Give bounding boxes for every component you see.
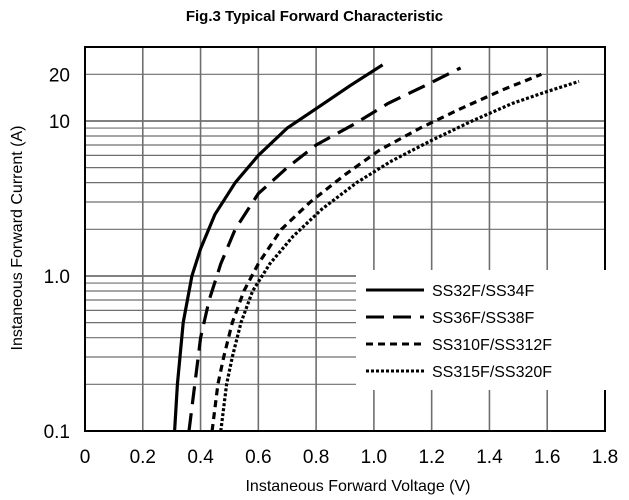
- legend-label-4: SS315F/SS320F: [432, 364, 552, 381]
- y-tick-label: 1.0: [44, 267, 70, 288]
- series-group: [173, 63, 580, 432]
- chart-title: Fig.3 Typical Forward Characteristic: [185, 8, 444, 25]
- x-tick-label: 1.4: [476, 447, 503, 468]
- legend-label-3: SS310F/SS312F: [432, 337, 552, 354]
- x-tick-label: 0.4: [187, 447, 214, 468]
- y-axis-ticks: 0.1 1.0 10 20: [44, 65, 70, 443]
- y-tick-label: 0.1: [44, 422, 70, 443]
- y-tick-label: 20: [49, 65, 70, 86]
- series-line-2: [187, 66, 462, 432]
- x-tick-label: 1.2: [418, 447, 444, 468]
- y-axis-title: Instaneous Forward Current (A): [9, 126, 26, 351]
- x-tick-label: 0: [80, 447, 91, 468]
- series-line-1: [173, 63, 384, 432]
- x-tick-label: 0.2: [130, 447, 156, 468]
- plot-frame: [84, 46, 606, 432]
- x-tick-label: 0.8: [303, 447, 329, 468]
- legend-label-2: SS36F/SS38F: [432, 310, 535, 327]
- x-tick-label: 1.6: [534, 447, 560, 468]
- series-line-3: [210, 72, 542, 432]
- x-tick-label: 1.0: [361, 447, 387, 468]
- legend: SS32F/SS34F SS36F/SS38F SS310F/SS312F SS315…: [356, 270, 606, 390]
- legend-label-1: SS32F/SS34F: [432, 283, 535, 300]
- series-line-4: [219, 79, 580, 432]
- y-tick-label: 10: [49, 112, 70, 133]
- x-axis-title: Instaneous Forward Voltage (V): [245, 478, 470, 495]
- x-tick-label: 1.8: [592, 447, 618, 468]
- x-axis-ticks: 0 0.2 0.4 0.6 0.8 1.0 1.2 1.4 1.6 1.8: [80, 447, 619, 468]
- x-tick-label: 0.6: [245, 447, 271, 468]
